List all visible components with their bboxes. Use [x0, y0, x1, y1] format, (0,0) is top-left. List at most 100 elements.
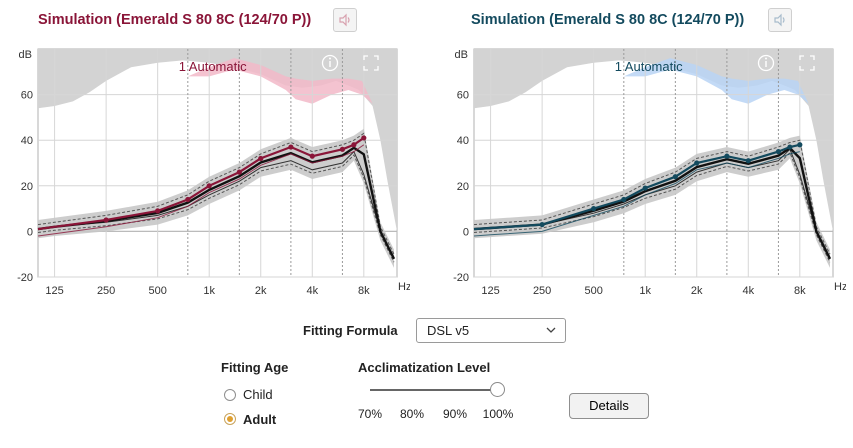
right-target-point — [724, 153, 730, 159]
left-x-tick-label: 2k — [255, 285, 267, 297]
right-target-point — [787, 144, 793, 150]
left-target-point — [288, 144, 294, 150]
right-x-tick-label: 1k — [639, 285, 651, 297]
right-target-point — [775, 149, 782, 155]
fitting-formula-label: Fitting Formula — [303, 323, 398, 338]
right-reference-curve-lower — [473, 151, 831, 263]
left-target-point — [155, 208, 161, 214]
left-x-tick-label: 125 — [45, 285, 63, 297]
left-target-point — [185, 196, 191, 203]
left-target-point — [258, 155, 264, 162]
info-icon — [757, 54, 775, 72]
info-icon-dot — [329, 57, 331, 60]
chevron-down-icon — [546, 327, 556, 333]
acclimatization-slider-track[interactable] — [370, 389, 498, 391]
adult-label: Adult — [243, 412, 277, 427]
details-button[interactable]: Details — [569, 393, 649, 419]
left-target-highlight — [187, 58, 373, 104]
left-y-tick-label: 20 — [21, 181, 33, 193]
right-target-point — [745, 158, 751, 164]
adult-radio[interactable] — [224, 413, 236, 425]
right-x-tick-label: 8k — [794, 285, 806, 297]
right-panel-title: Simulation (Emerald S 80 8C (124/70 P)) — [471, 12, 745, 28]
right-target-point — [694, 160, 700, 166]
acclimatization-tick-90: 90% — [442, 407, 468, 421]
child-radio[interactable] — [224, 389, 236, 401]
left-x-tick-label: 500 — [148, 285, 166, 297]
left-speaker-button[interactable] — [333, 8, 357, 32]
left-target-curve-lower — [37, 144, 365, 237]
info-icon-dot — [765, 57, 767, 60]
right-y-tick-label: -20 — [453, 272, 469, 284]
left-output-curve — [37, 146, 396, 260]
left-reference-curve-upper — [37, 132, 395, 255]
right-x-tick-label: 250 — [533, 285, 551, 297]
left-chart-canvas: 60 40 20 0 -20 dB 125 250 500 1k 2k 4k 8k Hz 1 Automat… — [17, 48, 410, 297]
acclimatization-slider-thumb[interactable] — [490, 382, 505, 397]
left-x-tick-label: 250 — [97, 285, 115, 297]
acclimatization-tick-70: 70% — [357, 407, 383, 421]
left-soft-input-curve — [37, 150, 395, 260]
fitting-age-label: Fitting Age — [221, 360, 289, 375]
right-y-unit-label: dB — [455, 49, 468, 61]
right-x-tick-label: 125 — [481, 285, 499, 297]
acclimatization-label: Acclimatization Level — [358, 360, 491, 375]
fullscreen-icon — [799, 55, 815, 71]
info-icon-circle — [321, 54, 339, 72]
speaker-muted-icon — [774, 13, 785, 27]
acclimatization-tick-80: 80% — [399, 407, 425, 421]
left-y-tick-label: 60 — [21, 90, 33, 102]
left-target-point — [361, 135, 367, 141]
fitting-formula-value: DSL v5 — [427, 323, 470, 338]
left-mode-label: 1 Automatic — [179, 59, 247, 74]
left-gain-chart: 60 40 20 0 -20 dB 125 250 500 1k 2k 4k 8k Hz 1 Automat… — [0, 44, 410, 300]
fitting-formula-select[interactable]: DSL v5 — [416, 318, 566, 343]
right-mode-label: 1 Automatic — [615, 59, 683, 74]
right-y-tick-label: 60 — [457, 90, 469, 102]
right-y-tick-label: 20 — [457, 181, 469, 193]
speaker-muted-icon — [339, 13, 350, 27]
right-speaker-button[interactable] — [768, 8, 792, 32]
right-x-tick-label: 4k — [742, 285, 754, 297]
fullscreen-icon-corners — [363, 55, 379, 71]
right-x-tick-label: 2k — [691, 285, 703, 297]
left-y-tick-label: 0 — [27, 226, 33, 238]
right-x-unit-label: Hz — [834, 281, 846, 293]
left-x-tick-label: 8k — [358, 285, 370, 297]
info-icon — [321, 54, 339, 72]
right-target-point — [797, 142, 803, 148]
fullscreen-icon-corners — [799, 55, 815, 71]
right-target-point — [539, 221, 545, 228]
fullscreen-icon — [363, 55, 379, 71]
right-target-point — [621, 196, 627, 203]
left-target-point — [351, 142, 357, 148]
left-y-unit-label: dB — [19, 49, 32, 61]
left-target-point — [339, 146, 346, 152]
right-target-point — [591, 206, 597, 212]
left-x-tick-label: 1k — [203, 285, 215, 297]
right-chart-canvas: 60 40 20 0 -20 dB 125 250 500 1k 2k 4k 8k Hz 1 Automat… — [453, 48, 846, 297]
left-panel-title: Simulation (Emerald S 80 8C (124/70 P)) — [38, 12, 312, 28]
right-target-curve-lower — [473, 151, 800, 237]
left-x-tick-label: 4k — [306, 285, 318, 297]
right-target-point — [642, 185, 648, 191]
right-x-tick-label: 500 — [584, 285, 602, 297]
left-target-point — [236, 169, 242, 175]
right-variance-band — [474, 135, 830, 268]
right-target-highlight — [623, 58, 809, 104]
left-variance-band — [38, 128, 394, 268]
left-target-point — [103, 217, 109, 223]
child-label: Child — [243, 387, 273, 402]
right-y-tick-label: 0 — [463, 226, 469, 238]
left-y-tick-label: -20 — [17, 272, 33, 284]
right-loudness-region — [474, 49, 833, 232]
right-y-tick-label: 40 — [457, 135, 469, 147]
right-gain-chart: 60 40 20 0 -20 dB 125 250 500 1k 2k 4k 8k Hz 1 Automat… — [436, 44, 846, 300]
left-loudness-region — [38, 49, 397, 232]
right-reference-curve-upper — [473, 139, 831, 255]
acclimatization-slider-fill — [370, 389, 498, 391]
left-y-tick-label: 40 — [21, 135, 33, 147]
left-target-point — [309, 153, 315, 159]
right-target-point — [672, 174, 678, 180]
left-target-point — [206, 183, 212, 189]
